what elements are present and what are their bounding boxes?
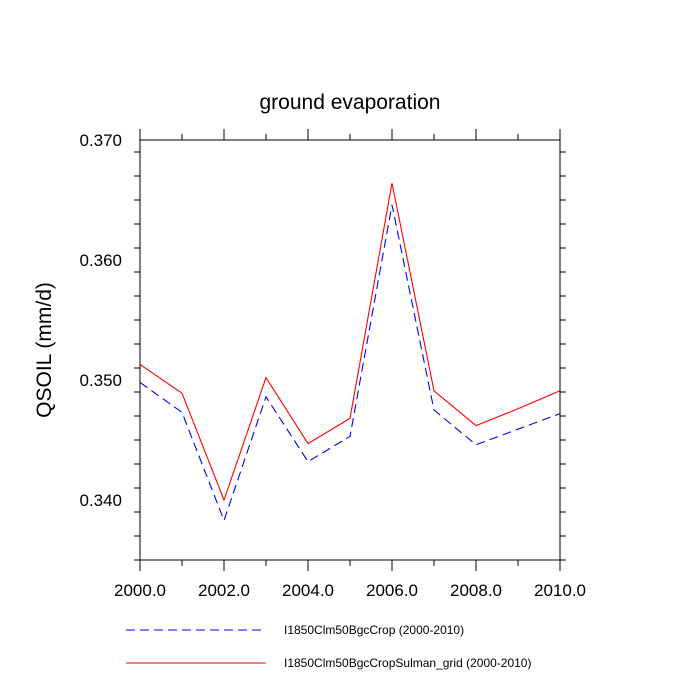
chart-title: ground evaporation bbox=[260, 91, 441, 114]
legend-label-1: I1850Clm50BgcCrop (2000-2010) bbox=[284, 623, 464, 637]
x-tick-label: 2008.0 bbox=[450, 581, 502, 600]
x-tick-label: 2002.0 bbox=[198, 581, 250, 600]
series-line-1 bbox=[139, 204, 561, 523]
axis-ticks bbox=[134, 129, 566, 571]
x-tick-label: 2010.0 bbox=[534, 581, 586, 600]
y-tick-label: 0.360 bbox=[79, 251, 122, 270]
legend: I1850Clm50BgcCrop (2000-2010) I1850Clm50B… bbox=[126, 623, 531, 670]
y-tick-label: 0.350 bbox=[79, 371, 122, 390]
x-tick-label: 2006.0 bbox=[366, 581, 418, 600]
series-layer bbox=[139, 183, 561, 523]
x-tick-label: 2004.0 bbox=[282, 581, 334, 600]
tick-labels: 2000.0 2002.0 2004.0 2006.0 2008.0 2010.0 0.34… bbox=[79, 131, 586, 600]
y-tick-label: 0.370 bbox=[79, 131, 122, 150]
y-axis-label: QSOIL (mm/d) bbox=[33, 282, 56, 418]
y-tick-label: 0.340 bbox=[79, 491, 122, 510]
x-tick-label: 2000.0 bbox=[114, 581, 166, 600]
series-line-2 bbox=[139, 183, 561, 502]
plot-frame bbox=[139, 139, 561, 561]
legend-label-2: I1850Clm50BgcCropSulman_grid (2000-2010) bbox=[284, 656, 531, 670]
